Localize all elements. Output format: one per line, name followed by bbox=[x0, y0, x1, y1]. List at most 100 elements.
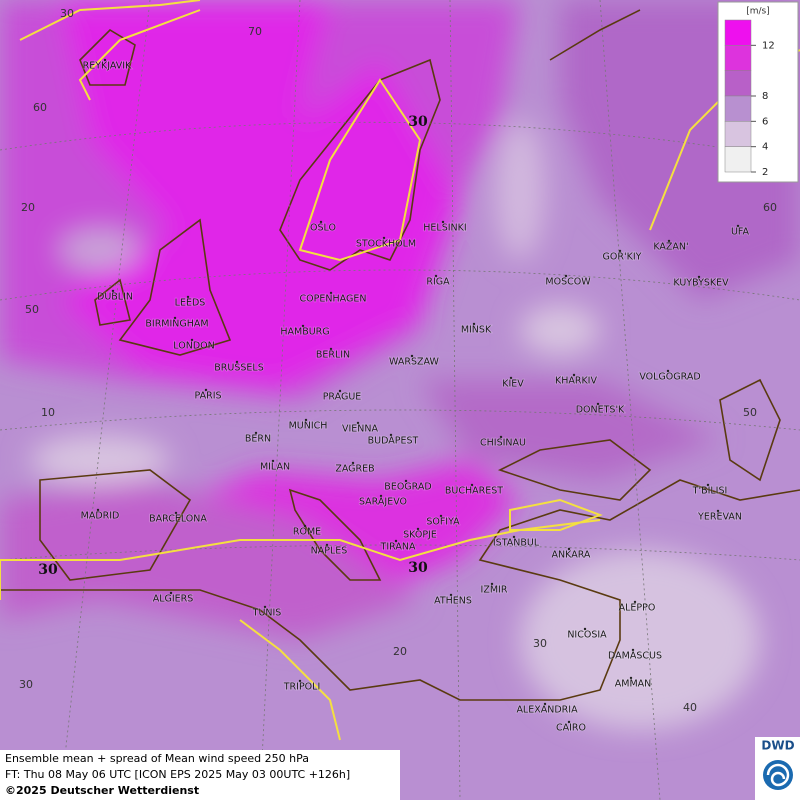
grid-label: 70 bbox=[248, 25, 262, 38]
city-dot bbox=[169, 591, 173, 595]
city-dot bbox=[706, 483, 710, 487]
city-label: REYKJAVIK bbox=[83, 61, 132, 72]
legend-tick-label: 4 bbox=[762, 142, 768, 153]
city-label: TIRANA bbox=[380, 542, 416, 553]
city-dot bbox=[564, 274, 568, 278]
legend-tick-label: 12 bbox=[762, 40, 775, 51]
city-label: WARSZAW bbox=[389, 357, 439, 368]
city-label: KIEV bbox=[502, 379, 524, 390]
city-dot bbox=[499, 435, 503, 439]
city-label: BUDAPEST bbox=[368, 436, 419, 447]
legend-tick-label: 8 bbox=[762, 91, 768, 102]
city-label: ANKARA bbox=[552, 550, 591, 561]
legend-swatch bbox=[724, 121, 752, 147]
grid-label: 60 bbox=[763, 201, 777, 214]
grid-label: 50 bbox=[25, 303, 39, 316]
grid-label: 50 bbox=[743, 406, 757, 419]
city-label: BEOGRAD bbox=[384, 482, 431, 493]
city-dot bbox=[304, 418, 308, 422]
contours bbox=[0, 0, 800, 741]
city-label: PRAGUE bbox=[323, 392, 362, 403]
coastlines bbox=[0, 9, 800, 701]
city-label: PARIS bbox=[194, 391, 221, 402]
city-dot bbox=[204, 388, 208, 392]
city-dot bbox=[103, 58, 107, 62]
city-dot bbox=[96, 508, 100, 512]
legend-swatch bbox=[724, 95, 752, 122]
grid-label: 20 bbox=[393, 645, 407, 658]
grid-label: 30 bbox=[19, 678, 33, 691]
city-dot bbox=[356, 421, 360, 425]
footer-line: Ensemble mean + spread of Mean wind spee… bbox=[5, 752, 309, 765]
city-dot bbox=[111, 289, 115, 293]
city-dot bbox=[174, 511, 178, 515]
city-dot bbox=[351, 461, 355, 465]
city-label: DUBLIN bbox=[97, 292, 133, 303]
city-dot bbox=[736, 224, 740, 228]
legend-swatch bbox=[724, 19, 752, 46]
city-labels: REYKJAVIK OSLO STOCKHOLM HELSINKI DUBLIN LEED… bbox=[80, 58, 750, 734]
city-label: BARCELONA bbox=[149, 514, 207, 525]
legend-unit: [m/s] bbox=[746, 7, 770, 17]
footer-line: FT: Thu 08 May 06 UTC [ICON EPS 2025 May… bbox=[5, 768, 350, 781]
city-dot bbox=[389, 433, 393, 437]
city-label: VOLGOGRAD bbox=[639, 372, 700, 383]
city-dot bbox=[567, 547, 571, 551]
logo-swirl bbox=[766, 763, 790, 787]
city-dot bbox=[271, 459, 275, 463]
legend-swatch bbox=[724, 70, 752, 97]
city-dot bbox=[631, 648, 635, 652]
city-label: CHISINAU bbox=[480, 438, 526, 449]
grid-labels: 30 70 60 20 50 10 30 60 50 20 30 40 bbox=[19, 7, 777, 714]
city-dot bbox=[697, 275, 701, 279]
grid-label: 60 bbox=[33, 101, 47, 114]
city-dot bbox=[596, 402, 600, 406]
city-label: HAMBURG bbox=[280, 327, 329, 338]
city-dot bbox=[325, 543, 329, 547]
city-dot bbox=[629, 676, 633, 680]
logo-text: DWD bbox=[761, 739, 794, 753]
city-label: LONDON bbox=[173, 341, 214, 352]
legend-swatch bbox=[724, 45, 752, 71]
city-label: ZAGREB bbox=[335, 464, 374, 475]
city-dot bbox=[173, 316, 177, 320]
city-dot bbox=[633, 600, 637, 604]
city-label: ALEPPO bbox=[619, 603, 656, 614]
city-label: T'BILISI bbox=[692, 486, 728, 497]
city-label: STOCKHOLM bbox=[356, 239, 416, 250]
city-dot bbox=[583, 627, 587, 631]
city-dot bbox=[329, 347, 333, 351]
city-dot bbox=[543, 702, 547, 706]
city-label: MINSK bbox=[461, 325, 492, 336]
legend: [m/s] 12 8 6 4 2 bbox=[717, 1, 799, 183]
grid-label: 40 bbox=[683, 701, 697, 714]
city-label: ROME bbox=[293, 527, 321, 538]
city-label: KUYBYSKEV bbox=[673, 278, 729, 289]
city-label: OSLO bbox=[310, 223, 336, 234]
city-dot bbox=[298, 679, 302, 683]
city-label: NICOSIA bbox=[567, 630, 607, 641]
city-label: MADRID bbox=[81, 511, 120, 522]
city-dot bbox=[512, 535, 516, 539]
city-label: COPENHAGEN bbox=[300, 294, 367, 305]
city-dot bbox=[416, 527, 420, 531]
footer-line: ©2025 Deutscher Wetterdienst bbox=[5, 784, 199, 797]
city-label: MUNICH bbox=[289, 421, 328, 432]
legend-tick-label: 2 bbox=[762, 167, 768, 178]
grid-label: 20 bbox=[21, 201, 35, 214]
grid-label: 30 bbox=[60, 7, 74, 20]
city-label: BERN bbox=[245, 434, 271, 445]
city-label: KHARKIV bbox=[555, 376, 598, 387]
city-label: KAZAN' bbox=[653, 242, 688, 253]
city-dot bbox=[254, 431, 258, 435]
city-dot bbox=[382, 236, 386, 240]
city-dot bbox=[329, 291, 333, 295]
city-label: CAIRO bbox=[556, 723, 586, 734]
city-label: ALGIERS bbox=[153, 594, 194, 605]
city-label: BERLIN bbox=[316, 350, 350, 361]
city-dot bbox=[319, 220, 323, 224]
city-dot bbox=[338, 389, 342, 393]
city-label: TUNIS bbox=[252, 608, 282, 619]
